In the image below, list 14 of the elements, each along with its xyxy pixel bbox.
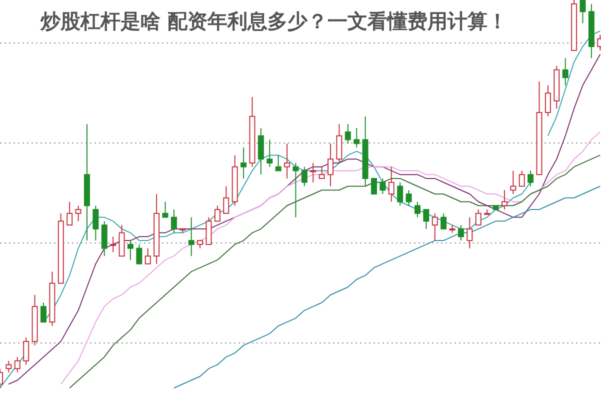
candlestick bbox=[258, 128, 264, 176]
candlestick bbox=[328, 143, 334, 187]
candlestick bbox=[284, 143, 290, 179]
text: 炒股杠杆是啥 配资年利息多少？一文看懂费用计算！ bbox=[40, 9, 508, 33]
candlestick bbox=[588, 3, 594, 59]
candlestick bbox=[240, 146, 247, 179]
candlestick bbox=[310, 162, 316, 183]
candlestick bbox=[188, 216, 194, 257]
candlestick bbox=[466, 216, 473, 249]
candlestick bbox=[154, 194, 160, 264]
candlestick bbox=[388, 166, 394, 202]
candlestick bbox=[562, 58, 568, 86]
candlestick bbox=[84, 124, 90, 242]
candlestick bbox=[362, 116, 368, 187]
